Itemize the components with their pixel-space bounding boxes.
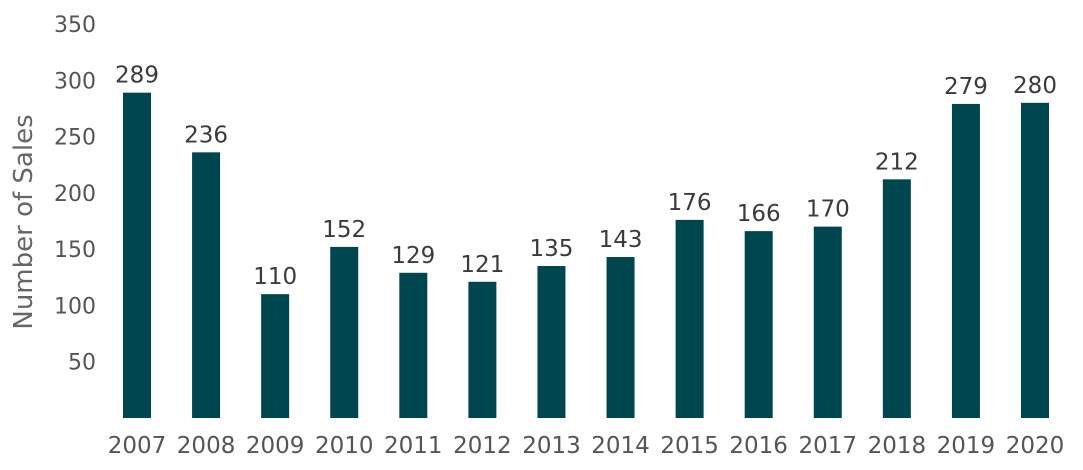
x-tick-label-2015: 2015 <box>660 433 719 459</box>
bar-2010 <box>330 246 359 418</box>
bar-2009 <box>261 294 290 418</box>
bar-2017 <box>813 226 842 418</box>
bar-2015 <box>675 219 704 418</box>
y-tick-label: 350 <box>54 13 96 38</box>
bar-2020 <box>1021 102 1049 419</box>
y-tick-label: 100 <box>54 294 96 319</box>
data-label-2010: 152 <box>322 217 366 243</box>
x-tick-label-2019: 2019 <box>937 433 996 459</box>
bar-2016 <box>744 231 773 418</box>
x-tick-label-2014: 2014 <box>591 433 650 459</box>
bar-2012 <box>468 281 497 418</box>
data-label-2011: 129 <box>391 243 435 269</box>
x-tick-label-2008: 2008 <box>177 433 236 459</box>
y-tick-label: 300 <box>54 69 96 94</box>
x-axis-ticks: 2007 2008 2009 2010 2011 2012 2013 2014 2015 2016… <box>108 433 1065 459</box>
bar-2013 <box>537 266 566 418</box>
x-tick-label-2016: 2016 <box>729 433 788 459</box>
bars-group <box>123 92 1049 419</box>
data-label-2008: 236 <box>184 122 228 148</box>
y-tick-label: 50 <box>68 351 96 376</box>
y-tick-label: 150 <box>54 238 96 263</box>
x-tick-label-2010: 2010 <box>315 433 374 459</box>
bar-2011 <box>399 272 428 418</box>
x-tick-label-2009: 2009 <box>246 433 305 459</box>
data-label-2012: 121 <box>460 252 504 278</box>
data-label-2014: 143 <box>599 227 643 253</box>
bar-2008 <box>192 152 221 418</box>
bar-2019 <box>951 103 980 418</box>
data-label-2018: 212 <box>875 149 919 175</box>
data-label-2015: 176 <box>668 190 712 216</box>
data-labels-group: 289 236 110 152 129 121 135 143 176 166 170 212 279 2… <box>115 63 1057 291</box>
bar-2007 <box>123 92 151 418</box>
x-tick-label-2017: 2017 <box>798 433 857 459</box>
x-tick-label-2020: 2020 <box>1006 433 1065 459</box>
data-label-2013: 135 <box>530 236 574 262</box>
x-tick-label-2012: 2012 <box>453 433 512 459</box>
data-label-2020: 280 <box>1013 73 1057 99</box>
y-axis-ticks: 50 100 150 200 250 300 350 <box>54 13 96 376</box>
x-tick-label-2013: 2013 <box>522 433 581 459</box>
x-tick-label-2011: 2011 <box>384 433 443 459</box>
x-tick-label-2007: 2007 <box>108 433 167 459</box>
data-label-2009: 110 <box>253 264 297 290</box>
data-label-2019: 279 <box>944 74 988 100</box>
data-label-2017: 170 <box>806 197 850 223</box>
x-tick-label-2018: 2018 <box>868 433 927 459</box>
data-label-2016: 166 <box>737 201 781 227</box>
bar-2018 <box>882 179 911 418</box>
bar-2014 <box>606 257 635 418</box>
data-label-2007: 289 <box>115 63 159 89</box>
y-axis-title: Number of Sales <box>9 114 39 329</box>
y-tick-label: 250 <box>54 126 96 151</box>
y-tick-label: 200 <box>54 182 96 207</box>
